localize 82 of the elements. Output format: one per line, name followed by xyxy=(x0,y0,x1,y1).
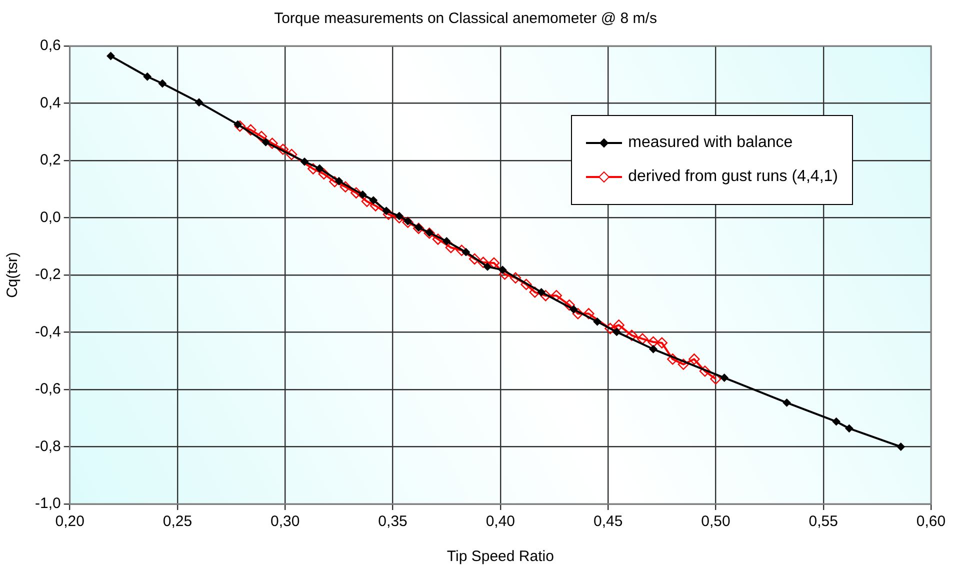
x-tick-label: 0,20 xyxy=(55,513,84,530)
point xyxy=(782,398,791,407)
y-tick-label: -0,8 xyxy=(34,438,61,455)
point xyxy=(361,196,373,208)
point xyxy=(710,373,722,385)
point xyxy=(195,98,204,106)
point xyxy=(266,138,278,149)
point xyxy=(445,242,457,254)
point xyxy=(498,266,507,274)
x-tick-label: 0,25 xyxy=(162,513,192,530)
point xyxy=(649,345,658,354)
point xyxy=(550,290,562,302)
point xyxy=(845,424,854,432)
legend-label: measured with balance xyxy=(628,134,793,152)
point xyxy=(583,308,594,320)
y-tick-label: 0,6 xyxy=(40,37,61,54)
point xyxy=(636,333,648,344)
point xyxy=(688,354,700,365)
point xyxy=(832,418,840,426)
x-tick-label: 0,40 xyxy=(486,513,516,530)
point xyxy=(564,299,575,311)
point xyxy=(402,216,414,228)
y-axis-title: Cq(tsr) xyxy=(4,252,22,298)
point xyxy=(488,257,500,269)
point xyxy=(667,354,678,365)
y-tick-label: -0,6 xyxy=(34,380,61,398)
point xyxy=(256,130,268,142)
y-tick-label: 0,0 xyxy=(40,208,61,226)
point xyxy=(340,181,352,192)
y-tick-label: 0,4 xyxy=(40,94,61,112)
point xyxy=(604,322,616,334)
x-tick-label: 0,30 xyxy=(270,513,300,530)
point xyxy=(678,358,690,370)
y-tick-label: -1,0 xyxy=(34,495,61,512)
point xyxy=(593,318,602,326)
point xyxy=(510,272,522,284)
point xyxy=(699,366,711,377)
point xyxy=(300,158,309,166)
point xyxy=(350,187,362,198)
point xyxy=(484,262,492,271)
point xyxy=(462,248,470,256)
point xyxy=(234,120,246,132)
x-tick-label: 0,35 xyxy=(378,513,408,530)
x-tick-label: 0,55 xyxy=(808,513,838,530)
y-tick-label: -0,2 xyxy=(34,266,61,284)
point xyxy=(499,268,510,280)
point xyxy=(245,124,256,136)
point xyxy=(286,148,298,160)
point xyxy=(316,164,324,173)
point xyxy=(648,336,659,348)
x-tick-label: 0,45 xyxy=(593,513,623,530)
point xyxy=(262,138,270,146)
x-tick-label: 0,50 xyxy=(701,513,730,530)
point xyxy=(158,80,166,88)
point xyxy=(656,337,668,348)
point xyxy=(572,308,584,320)
point xyxy=(370,200,382,212)
point xyxy=(143,72,152,81)
legend-label: derived from gust runs (4,4,1) xyxy=(628,168,838,186)
point xyxy=(540,290,552,302)
chart-title: Torque measurements on Classical anemometer @ 8 m/s xyxy=(274,10,657,28)
point xyxy=(442,237,451,246)
point xyxy=(334,177,343,186)
point xyxy=(432,234,444,245)
y-tick-label: -0,4 xyxy=(34,323,61,340)
point xyxy=(277,144,289,155)
point xyxy=(106,52,115,60)
point xyxy=(369,196,378,204)
y-tick-label: 0,2 xyxy=(40,152,61,169)
point xyxy=(358,190,367,199)
point xyxy=(520,278,532,290)
point xyxy=(626,330,638,341)
point xyxy=(468,253,480,265)
x-tick-label: 0,60 xyxy=(916,513,946,530)
point xyxy=(478,256,489,268)
point xyxy=(896,442,905,451)
point xyxy=(613,319,624,331)
point xyxy=(720,374,728,382)
point xyxy=(318,168,330,180)
point xyxy=(612,328,621,336)
x-axis-title: Tip Speed Ratio xyxy=(446,548,554,566)
point xyxy=(382,208,394,220)
